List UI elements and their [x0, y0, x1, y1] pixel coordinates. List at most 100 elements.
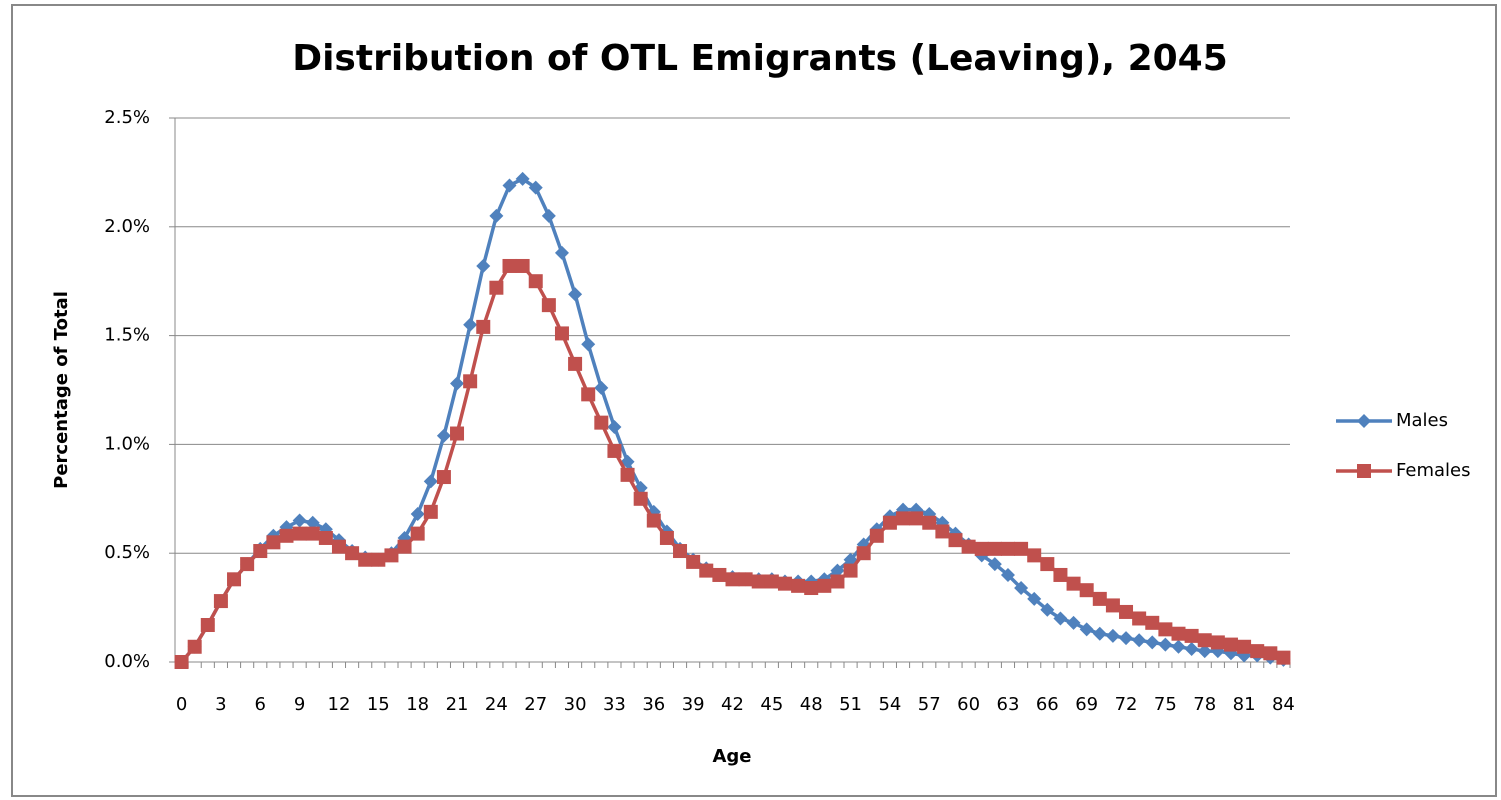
data-point	[1066, 576, 1081, 591]
x-axis-title: Age	[712, 746, 751, 767]
data-point	[423, 474, 438, 489]
data-point	[1027, 591, 1042, 606]
y-tick-label: 2.0%	[104, 216, 150, 237]
data-point	[410, 526, 425, 541]
data-point	[489, 208, 504, 223]
data-point	[1105, 598, 1120, 613]
data-point	[1237, 639, 1252, 654]
data-point	[974, 541, 989, 556]
data-point	[384, 548, 399, 563]
data-point	[266, 535, 281, 550]
data-point	[502, 178, 517, 193]
data-point	[594, 415, 609, 430]
data-point	[450, 426, 465, 441]
data-point	[213, 594, 228, 609]
data-point	[935, 524, 950, 539]
data-point	[1000, 567, 1015, 582]
data-point	[1276, 650, 1291, 665]
data-point	[1040, 557, 1055, 572]
x-tick-label: 81	[1233, 694, 1256, 715]
data-point	[187, 639, 202, 654]
data-point	[1197, 644, 1212, 659]
x-tick-label: 51	[839, 694, 862, 715]
data-point	[1000, 541, 1015, 556]
data-point	[791, 578, 806, 593]
data-point	[541, 208, 556, 223]
x-tick-label: 12	[328, 694, 351, 715]
data-point	[1158, 637, 1173, 652]
data-point	[200, 618, 215, 633]
data-point	[817, 578, 832, 593]
data-point	[463, 374, 478, 389]
data-point	[581, 337, 596, 352]
x-tick-label: 66	[1036, 694, 1059, 715]
data-point	[751, 574, 766, 589]
x-tick-label: 36	[642, 694, 665, 715]
x-tick-label: 18	[406, 694, 429, 715]
data-point	[620, 467, 635, 482]
data-point	[253, 544, 268, 559]
x-tick-label: 63	[997, 694, 1020, 715]
data-point	[240, 557, 255, 572]
data-point	[843, 563, 858, 578]
x-tick-label: 42	[721, 694, 744, 715]
x-tick-label: 24	[485, 694, 508, 715]
x-tick-label: 69	[1075, 694, 1098, 715]
x-tick-label: 84	[1272, 694, 1295, 715]
x-tick-label: 72	[1115, 694, 1138, 715]
data-point	[515, 171, 530, 186]
data-point	[1132, 633, 1147, 648]
data-point	[174, 655, 189, 669]
data-point	[699, 563, 714, 578]
data-point	[554, 245, 569, 260]
data-point	[725, 572, 740, 587]
data-point	[1250, 644, 1265, 659]
data-point	[279, 528, 294, 543]
data-point	[896, 511, 911, 526]
legend-label: Males	[1396, 410, 1448, 431]
x-tick-label: 57	[918, 694, 941, 715]
legend-marker	[1357, 464, 1371, 478]
x-tick-label: 78	[1193, 694, 1216, 715]
data-point	[948, 533, 963, 548]
data-point	[554, 326, 569, 341]
x-tick-label: 33	[603, 694, 626, 715]
data-point	[436, 428, 451, 443]
data-point	[1079, 622, 1094, 637]
data-point	[856, 546, 871, 561]
data-point	[777, 576, 792, 591]
data-point	[1171, 639, 1186, 654]
x-tick-label: 60	[957, 694, 980, 715]
data-point	[869, 528, 884, 543]
y-tick-label: 0.5%	[104, 542, 150, 563]
data-point	[961, 539, 976, 554]
data-point	[450, 376, 465, 391]
data-point	[1145, 635, 1160, 650]
data-point	[463, 317, 478, 332]
x-tick-label: 6	[255, 694, 266, 715]
data-point	[1092, 591, 1107, 606]
data-point	[594, 380, 609, 395]
data-point	[987, 541, 1002, 556]
data-point	[646, 504, 661, 519]
data-point	[1092, 626, 1107, 641]
data-point	[410, 507, 425, 522]
data-point	[1119, 631, 1134, 646]
data-point	[607, 443, 622, 458]
data-point	[673, 544, 688, 559]
data-point	[633, 491, 648, 506]
x-tick-label: 9	[294, 694, 305, 715]
legend-marker	[1357, 414, 1371, 428]
data-point	[1210, 635, 1225, 650]
y-tick-label: 1.5%	[104, 325, 150, 346]
data-point	[1053, 611, 1068, 626]
data-point	[528, 180, 543, 195]
data-point	[909, 511, 924, 526]
data-point	[987, 557, 1002, 572]
x-tick-label: 54	[878, 694, 901, 715]
x-tick-label: 21	[446, 694, 469, 715]
data-point	[1079, 583, 1094, 598]
data-point	[502, 258, 517, 273]
data-point	[1263, 646, 1278, 661]
data-point	[581, 387, 596, 402]
